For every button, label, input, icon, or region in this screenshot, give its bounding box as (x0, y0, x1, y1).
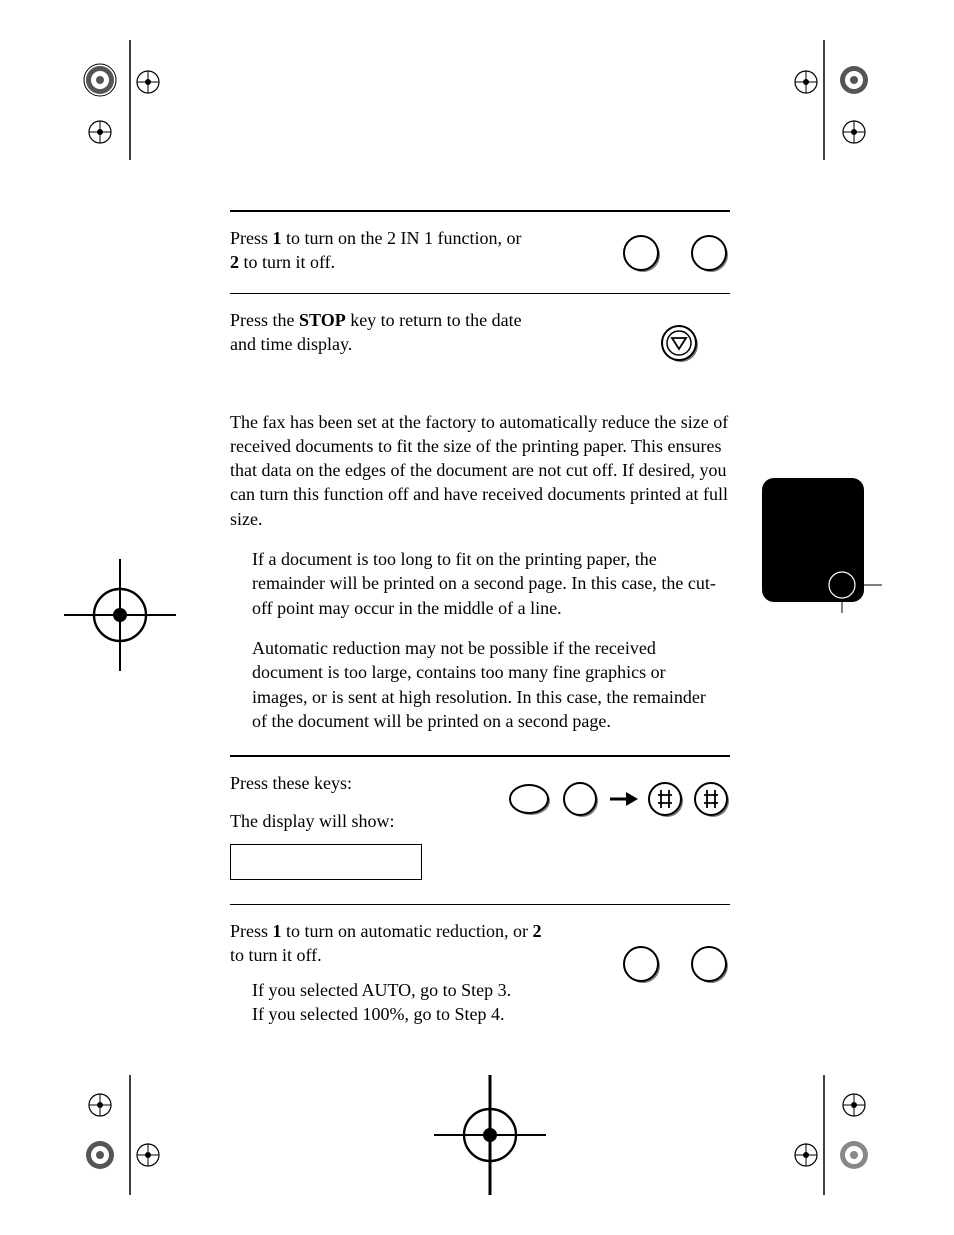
instruction-step: Press these keys: The display will show: (230, 757, 730, 904)
text: The display will show: (230, 809, 422, 833)
crop-mark-icon (774, 40, 894, 160)
text: to turn it off. (239, 252, 335, 272)
text: to turn it off. (230, 945, 322, 965)
step-text: Press these keys: The display will show: (230, 771, 422, 886)
text: to turn on the 2 IN 1 function, or (282, 228, 522, 248)
sub-note: If you selected AUTO, go to Step 3. (252, 978, 550, 1002)
oval-button-icon (506, 781, 552, 817)
key-graphics (658, 308, 730, 364)
arrow-right-icon (608, 789, 638, 809)
text: Press these keys: (230, 771, 422, 795)
instruction-step: Press 1 to turn on the 2 IN 1 function, … (230, 212, 730, 293)
key-label: 1 (273, 228, 282, 248)
key-label: 2 (230, 252, 239, 272)
crop-mark-icon (792, 555, 882, 615)
crop-mark-icon (60, 555, 180, 675)
key-graphics (620, 919, 730, 985)
round-button-icon (620, 232, 662, 274)
instruction-step: Press the STOP key to return to the date… (230, 294, 730, 382)
text: Press (230, 921, 273, 941)
key-label: 2 (532, 921, 541, 941)
key-label: 1 (273, 921, 282, 941)
step-text: Press the STOP key to return to the date… (230, 308, 530, 357)
text: Press the (230, 310, 299, 330)
hash-button-icon (692, 780, 730, 818)
hash-button-icon (646, 780, 684, 818)
crop-mark-icon (60, 40, 180, 160)
page: Press 1 to turn on the 2 IN 1 function, … (0, 0, 954, 1235)
text: to turn on automatic reduction, or (282, 921, 533, 941)
round-button-icon (620, 943, 662, 985)
instruction-step: Press 1 to turn on automatic reduction, … (230, 905, 730, 1044)
round-button-icon (688, 232, 730, 274)
lcd-display-box (230, 844, 422, 880)
content-area: Press 1 to turn on the 2 IN 1 function, … (230, 210, 730, 1044)
sub-note: If you selected 100%, go to Step 4. (252, 1002, 550, 1026)
key-graphics (506, 771, 730, 819)
intro-paragraph: The fax has been set at the factory to a… (230, 410, 730, 531)
text: Press (230, 228, 273, 248)
key-graphics (620, 226, 730, 274)
step-text: Press 1 to turn on the 2 IN 1 function, … (230, 226, 530, 275)
stop-button-icon (658, 322, 700, 364)
round-button-icon (688, 943, 730, 985)
step-text: Press 1 to turn on automatic reduction, … (230, 919, 550, 1026)
bullet-paragraph: If a document is too long to fit on the … (252, 547, 722, 620)
crop-mark-icon (60, 1075, 180, 1195)
crop-mark-icon (430, 1075, 550, 1195)
key-label: STOP (299, 310, 346, 330)
bullet-paragraph: Automatic reduction may not be possible … (252, 636, 722, 733)
round-button-icon (560, 779, 600, 819)
crop-mark-icon (774, 1075, 894, 1195)
